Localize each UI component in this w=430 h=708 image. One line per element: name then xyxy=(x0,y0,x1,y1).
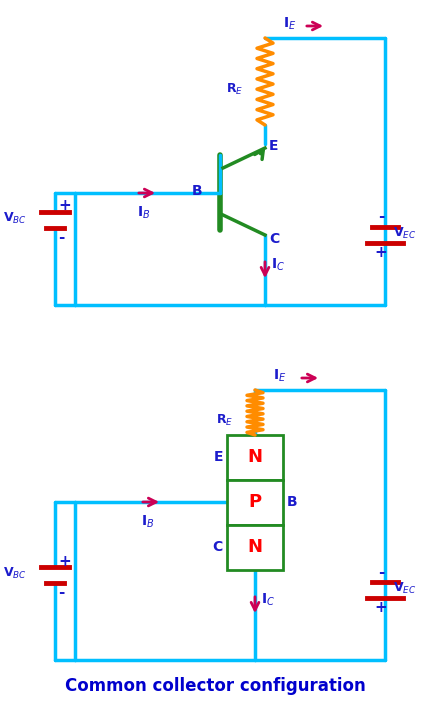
Text: N: N xyxy=(247,538,262,556)
Text: I$_E$: I$_E$ xyxy=(283,16,296,33)
Text: -: - xyxy=(377,210,383,224)
Bar xyxy=(227,435,283,480)
Text: V$_{EC}$: V$_{EC}$ xyxy=(392,581,415,595)
Text: +: + xyxy=(374,600,387,615)
Text: V$_{BC}$: V$_{BC}$ xyxy=(3,210,27,226)
Text: -: - xyxy=(58,586,64,600)
Text: R$_E$: R$_E$ xyxy=(225,81,243,96)
Text: I$_E$: I$_E$ xyxy=(272,368,286,384)
Text: P: P xyxy=(248,493,261,511)
Text: C: C xyxy=(212,540,222,554)
Text: B: B xyxy=(191,184,202,198)
Text: I$_B$: I$_B$ xyxy=(137,205,150,222)
Text: -: - xyxy=(58,231,64,246)
Text: R$_E$: R$_E$ xyxy=(215,413,233,428)
Bar xyxy=(227,525,283,570)
Text: I$_B$: I$_B$ xyxy=(141,514,154,530)
Text: I$_C$: I$_C$ xyxy=(261,592,274,608)
Text: E: E xyxy=(213,450,222,464)
Text: V$_{BC}$: V$_{BC}$ xyxy=(3,566,27,581)
Text: V$_{EC}$: V$_{EC}$ xyxy=(392,225,415,241)
Text: C: C xyxy=(268,232,279,246)
Text: B: B xyxy=(286,495,297,509)
Text: N: N xyxy=(247,448,262,466)
Text: +: + xyxy=(374,246,387,261)
Text: +: + xyxy=(58,554,71,569)
Text: +: + xyxy=(58,198,71,214)
Text: I$_C$: I$_C$ xyxy=(270,257,284,273)
Text: Common collector configuration: Common collector configuration xyxy=(64,677,365,695)
Bar xyxy=(227,480,283,525)
Text: E: E xyxy=(268,139,278,153)
Text: -: - xyxy=(377,564,383,580)
